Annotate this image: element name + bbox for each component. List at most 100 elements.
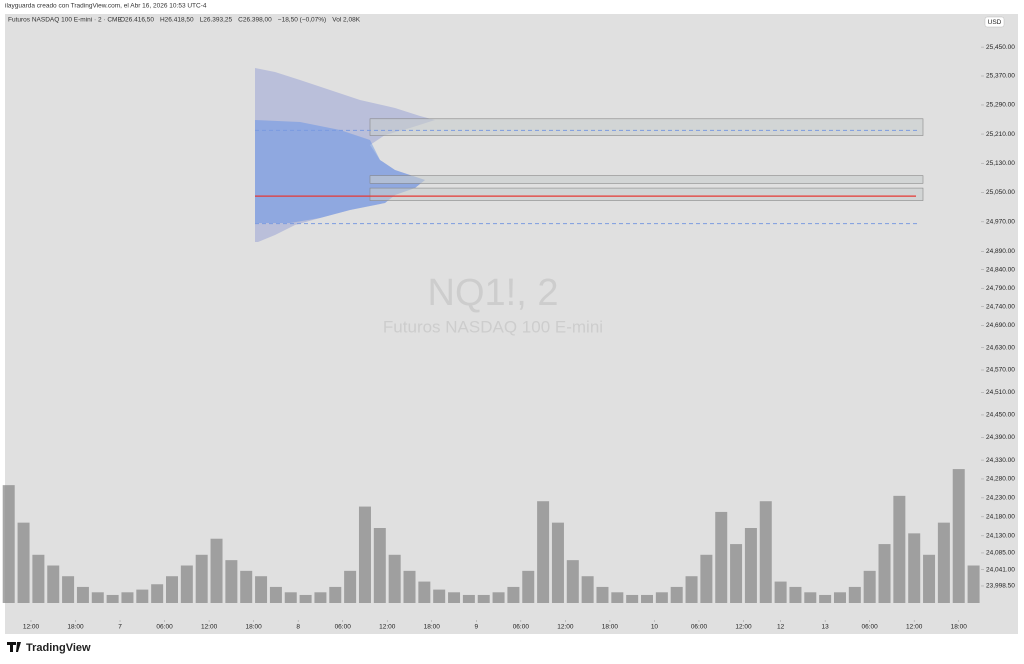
- volume-bar: [47, 565, 60, 603]
- volume-bar: [136, 589, 149, 603]
- volume-bar: [670, 586, 683, 603]
- x-tick-label: 06:00: [691, 624, 708, 631]
- volume-bar: [923, 554, 936, 603]
- volume-bar: [462, 594, 475, 603]
- volume-bar: [2, 485, 15, 603]
- volume-bar: [937, 522, 950, 603]
- volume-bar: [715, 511, 728, 603]
- volume-bar: [893, 495, 906, 603]
- credit: ilayguarda creado con TradingView.com, e…: [5, 3, 207, 10]
- volume-bar: [373, 528, 386, 603]
- volume-bar: [507, 586, 520, 603]
- volume-bar: [195, 554, 208, 603]
- volume-bar: [358, 506, 371, 603]
- volume-bar: [62, 576, 75, 603]
- ohlc-value: Vol 2,08K: [332, 17, 360, 24]
- ohlc-value: −18,50 (−0,07%): [278, 17, 326, 24]
- volume-bar: [210, 538, 223, 603]
- volume-bar: [344, 570, 357, 603]
- volume-bar: [151, 584, 164, 603]
- volume-bar: [403, 570, 416, 603]
- volume-bar: [299, 594, 312, 603]
- x-tick-label: 12:00: [735, 624, 752, 631]
- symbol: Futuros NASDAQ 100 E-mini · 2 · CME: [8, 17, 122, 24]
- y-tick-label: 24,630.00: [986, 344, 1015, 351]
- volume-bar: [76, 586, 89, 603]
- volume-bar: [967, 565, 980, 603]
- volume-bar: [655, 592, 668, 603]
- volume-bar: [121, 592, 134, 603]
- volume-bar: [581, 576, 594, 603]
- x-tick-label: 12:00: [906, 624, 923, 631]
- volume-bar: [641, 594, 654, 603]
- volume-bar: [284, 592, 297, 603]
- x-tick-label: 18:00: [245, 624, 262, 631]
- x-tick-label: 12:00: [379, 624, 396, 631]
- logo: TradingView: [26, 642, 91, 654]
- y-tick-label: 24,890.00: [986, 248, 1015, 255]
- volume-bar: [774, 581, 787, 603]
- y-tick-label: 24,970.00: [986, 219, 1015, 226]
- y-tick-label: 24,390.00: [986, 434, 1015, 441]
- x-tick-label: 12:00: [23, 624, 40, 631]
- time-axis: [5, 620, 1018, 634]
- volume-bar: [908, 533, 921, 603]
- y-tick-label: 24,085.00: [986, 550, 1015, 557]
- volume-bar: [551, 522, 564, 603]
- volume-bar: [240, 570, 253, 603]
- ohlc-value: C26.398,00: [238, 17, 272, 24]
- y-tick-label: 25,210.00: [986, 131, 1015, 138]
- y-tick-label: 24,740.00: [986, 303, 1015, 310]
- volume-bar: [789, 586, 802, 603]
- x-tick-label: 12:00: [201, 624, 218, 631]
- volume-bar: [759, 501, 772, 603]
- volume-bar: [744, 528, 757, 603]
- volume-bar: [537, 501, 550, 603]
- watermark-name: Futuros NASDAQ 100 E-mini: [383, 317, 603, 336]
- volume-bar: [522, 570, 535, 603]
- volume-bar: [685, 576, 698, 603]
- volume-bar: [566, 560, 579, 603]
- y-tick-label: 25,290.00: [986, 102, 1015, 109]
- plot-area: [5, 14, 981, 620]
- zone: [369, 175, 924, 184]
- y-tick-label: 24,130.00: [986, 533, 1015, 540]
- x-tick-label: 18:00: [602, 624, 619, 631]
- volume-bar: [418, 581, 431, 603]
- x-tick-label: 10: [651, 624, 659, 631]
- volume-bar: [255, 576, 268, 603]
- y-tick-label: 25,050.00: [986, 189, 1015, 196]
- volume-bar: [626, 594, 639, 603]
- volume-bar: [225, 560, 238, 603]
- volume-bar: [433, 589, 446, 603]
- y-tick-label: 23,998.50: [986, 583, 1015, 590]
- volume-bar: [819, 594, 832, 603]
- y-tick-label: 24,230.00: [986, 495, 1015, 502]
- volume-bar: [269, 586, 282, 603]
- y-tick-label: 24,840.00: [986, 266, 1015, 273]
- y-tick-label: 24,450.00: [986, 412, 1015, 419]
- volume-bar: [730, 544, 743, 603]
- x-tick-label: 9: [474, 624, 478, 631]
- x-tick-label: 06:00: [513, 624, 530, 631]
- x-tick-label: 18:00: [424, 624, 441, 631]
- y-tick-label: 24,510.00: [986, 389, 1015, 396]
- zone: [369, 187, 924, 201]
- volume-bar: [32, 554, 45, 603]
- currency: USD: [988, 19, 1002, 26]
- x-tick-label: 12: [777, 624, 785, 631]
- x-tick-label: 12:00: [557, 624, 574, 631]
- volume-bar: [833, 592, 846, 603]
- volume-bar: [863, 570, 876, 603]
- zone: [369, 118, 924, 136]
- volume-bar: [804, 592, 817, 603]
- volume-bar: [165, 576, 178, 603]
- x-tick-label: 06:00: [862, 624, 879, 631]
- y-tick-label: 24,041.00: [986, 566, 1015, 573]
- volume-bar: [180, 565, 193, 603]
- y-tick-label: 25,370.00: [986, 73, 1015, 80]
- x-tick-label: 06:00: [335, 624, 352, 631]
- volume-bar: [329, 586, 342, 603]
